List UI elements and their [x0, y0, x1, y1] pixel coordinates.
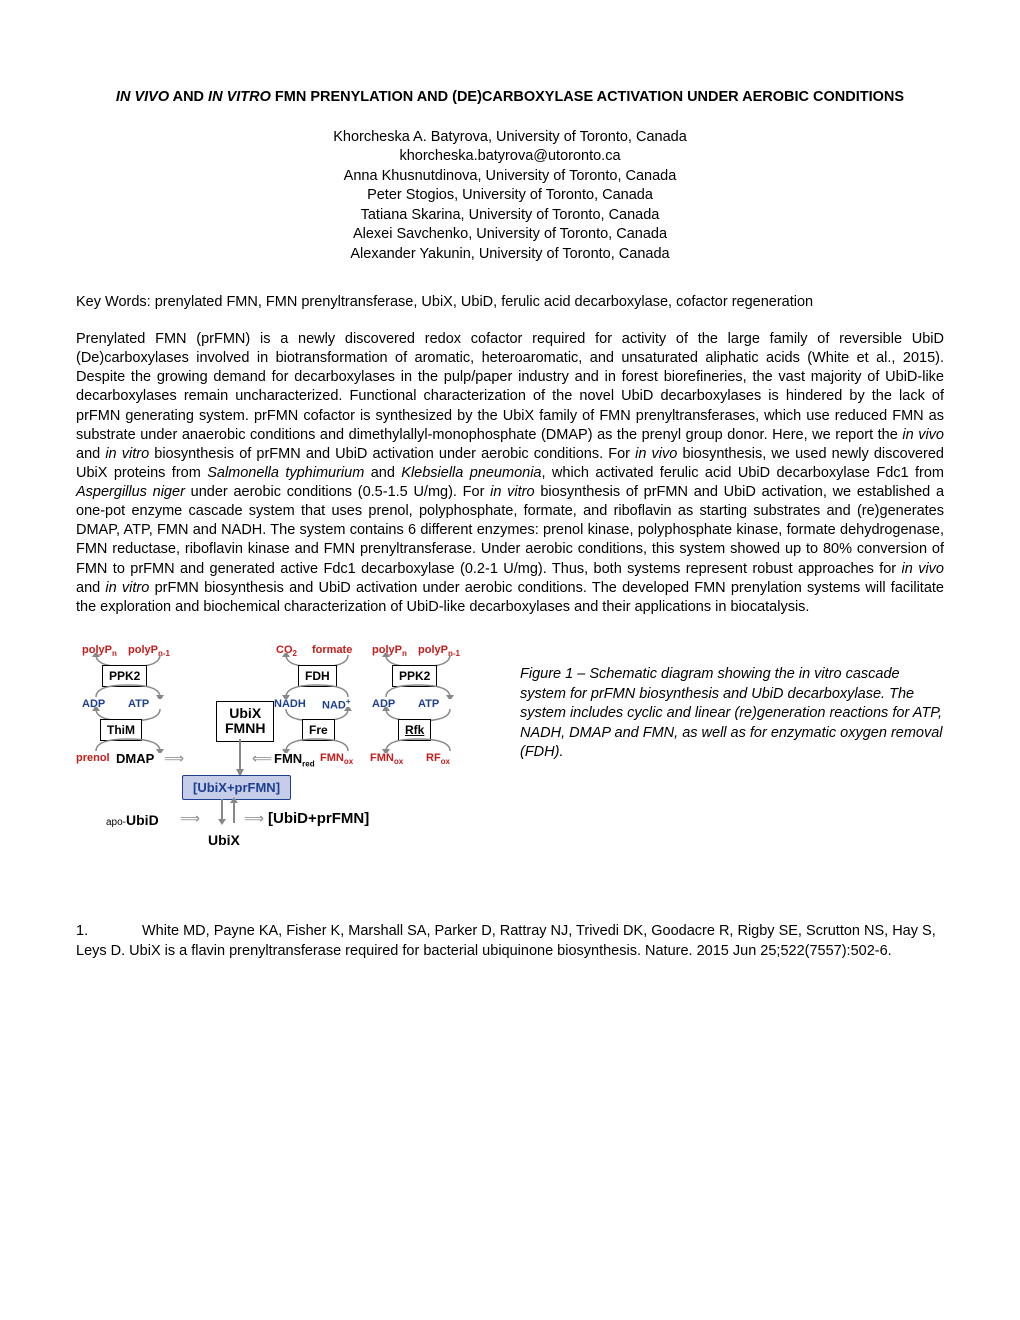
- author-email: khorcheska.batyrova@utoronto.ca: [76, 147, 944, 167]
- figure-diagram: polyPn polyPn-1 CO2 formate polyPn polyP…: [76, 643, 496, 878]
- figure-row: polyPn polyPn-1 CO2 formate polyPn polyP…: [76, 643, 944, 878]
- abstract: Prenylated FMN (prFMN) is a newly discov…: [76, 330, 944, 617]
- keywords: Key Words: prenylated FMN, FMN prenyltra…: [76, 293, 944, 313]
- author-line: Tatiana Skarina, University of Toronto, …: [76, 206, 944, 226]
- author-line: Peter Stogios, University of Toronto, Ca…: [76, 186, 944, 206]
- reference-text: White MD, Payne KA, Fisher K, Marshall S…: [76, 923, 936, 959]
- authors-block: Khorcheska A. Batyrova, University of To…: [76, 128, 944, 265]
- ubix-fmnh-box: UbiXFMNH: [216, 701, 274, 742]
- reference-number: 1.: [76, 922, 142, 942]
- author-line: Alexander Yakunin, University of Toronto…: [76, 245, 944, 265]
- reference: 1.White MD, Payne KA, Fisher K, Marshall…: [76, 922, 944, 961]
- figure-caption: Figure 1 – Schematic diagram showing the…: [520, 643, 944, 763]
- author-line: Khorcheska A. Batyrova, University of To…: [76, 128, 944, 148]
- author-line: Anna Khusnutdinova, University of Toront…: [76, 167, 944, 187]
- paper-title: IN VIVO AND IN VITRO FMN PRENYLATION AND…: [76, 88, 944, 108]
- author-line: Alexei Savchenko, University of Toronto,…: [76, 225, 944, 245]
